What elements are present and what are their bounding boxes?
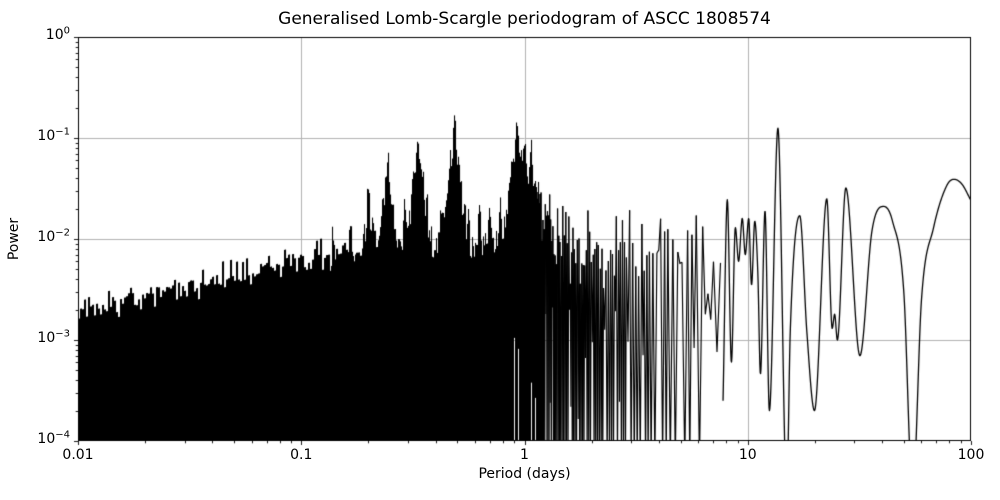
chart-title: Generalised Lomb-Scargle periodogram of …	[278, 9, 771, 29]
y-tick-label: 10−1	[37, 126, 70, 144]
x-axis-label: Period (days)	[478, 466, 571, 482]
x-tick-label: 100	[957, 447, 985, 463]
x-tick-label: 10	[738, 447, 757, 463]
y-tick-label: 10−3	[37, 328, 70, 346]
y-tick-label: 10−4	[37, 429, 70, 447]
x-tick-label: 1	[520, 447, 529, 463]
y-tick-label: 10−2	[37, 227, 70, 245]
x-tick-label: 0.01	[62, 447, 94, 463]
y-tick-label: 100	[45, 25, 70, 43]
x-tick-label: 0.1	[290, 447, 313, 463]
